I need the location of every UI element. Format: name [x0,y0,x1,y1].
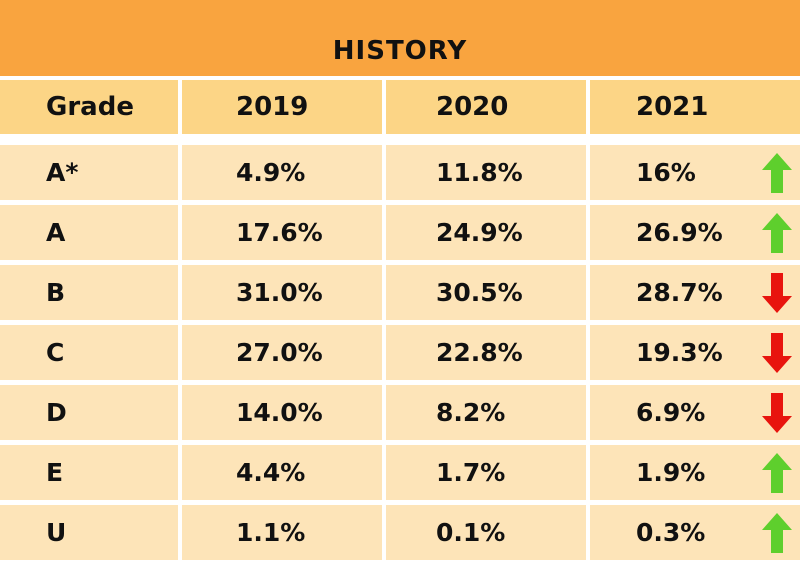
grade-cell: D [0,385,178,440]
arrow-up-icon [762,213,792,253]
value-2019-cell: 1.1% [182,505,382,560]
grade-text: E [46,458,64,487]
value-2021-text: 26.9% [636,218,723,247]
header-2021: 2021 [590,80,800,134]
grade-cell: U [0,505,178,560]
table-row: U 1.1% 0.1% 0.3% [0,505,800,560]
arrow-up-icon [762,453,792,493]
table-row: D 14.0% 8.2% 6.9% [0,385,800,440]
value-2020-text: 30.5% [436,278,523,307]
value-2020-cell: 30.5% [386,265,586,320]
value-2019-text: 17.6% [236,218,323,247]
value-2019-cell: 27.0% [182,325,382,380]
grade-cell: A [0,205,178,260]
value-2019-text: 31.0% [236,278,323,307]
value-2021-cell: 1.9% [590,445,800,500]
value-2020-text: 0.1% [436,518,506,547]
value-2020-text: 11.8% [436,158,523,187]
arrow-up-icon [762,513,792,553]
grade-text: D [46,398,67,427]
value-2020-text: 8.2% [436,398,506,427]
value-2021-text: 19.3% [636,338,723,367]
value-2020-cell: 0.1% [386,505,586,560]
value-2021-cell: 19.3% [590,325,800,380]
value-2019-text: 4.4% [236,458,306,487]
arrow-up-icon [762,153,792,193]
value-2021-cell: 6.9% [590,385,800,440]
value-2020-cell: 1.7% [386,445,586,500]
value-2020-text: 24.9% [436,218,523,247]
arrow-down-icon [762,273,792,313]
table-row: A* 4.9% 11.8% 16% [0,145,800,200]
value-2021-text: 16% [636,158,696,187]
arrow-down-icon [762,333,792,373]
value-2021-text: 28.7% [636,278,723,307]
table-title: HISTORY [0,0,800,76]
header-2020: 2020 [386,80,586,134]
table-row: B 31.0% 30.5% 28.7% [0,265,800,320]
value-2019-cell: 4.9% [182,145,382,200]
value-2019-cell: 14.0% [182,385,382,440]
grade-cell: A* [0,145,178,200]
value-2020-cell: 8.2% [386,385,586,440]
value-2020-text: 1.7% [436,458,506,487]
value-2019-text: 27.0% [236,338,323,367]
value-2020-text: 22.8% [436,338,523,367]
value-2020-cell: 24.9% [386,205,586,260]
table-row: C 27.0% 22.8% 19.3% [0,325,800,380]
grade-text: A [46,218,66,247]
value-2021-text: 6.9% [636,398,706,427]
value-2019-cell: 4.4% [182,445,382,500]
value-2021-cell: 0.3% [590,505,800,560]
value-2019-cell: 31.0% [182,265,382,320]
value-2019-text: 1.1% [236,518,306,547]
value-2019-cell: 17.6% [182,205,382,260]
arrow-down-icon [762,393,792,433]
grade-text: A* [46,158,79,187]
grade-text: U [46,518,67,547]
grade-cell: E [0,445,178,500]
grade-text: B [46,278,66,307]
grade-cell: C [0,325,178,380]
value-2021-cell: 26.9% [590,205,800,260]
grade-text: C [46,338,65,367]
value-2021-text: 0.3% [636,518,706,547]
value-2019-text: 4.9% [236,158,306,187]
value-2019-text: 14.0% [236,398,323,427]
value-2021-cell: 28.7% [590,265,800,320]
value-2020-cell: 22.8% [386,325,586,380]
table-row: A 17.6% 24.9% 26.9% [0,205,800,260]
value-2020-cell: 11.8% [386,145,586,200]
header-grade: Grade [0,80,178,134]
table-row: E 4.4% 1.7% 1.9% [0,445,800,500]
header-2019: 2019 [182,80,382,134]
grade-cell: B [0,265,178,320]
value-2021-cell: 16% [590,145,800,200]
value-2021-text: 1.9% [636,458,706,487]
